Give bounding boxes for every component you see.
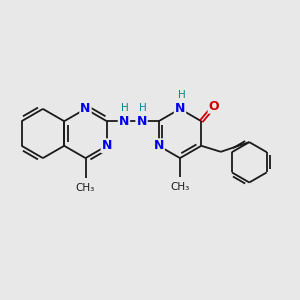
Text: O: O: [208, 100, 219, 113]
Text: H: H: [178, 91, 185, 100]
Text: CH₃: CH₃: [76, 183, 95, 193]
Text: H: H: [121, 103, 129, 113]
Text: N: N: [102, 139, 112, 152]
Text: CH₃: CH₃: [170, 182, 190, 191]
Text: N: N: [175, 102, 185, 116]
Text: N: N: [119, 115, 129, 128]
Text: N: N: [154, 139, 164, 152]
Text: H: H: [139, 103, 147, 113]
Text: N: N: [80, 102, 91, 116]
Text: N: N: [136, 115, 147, 128]
